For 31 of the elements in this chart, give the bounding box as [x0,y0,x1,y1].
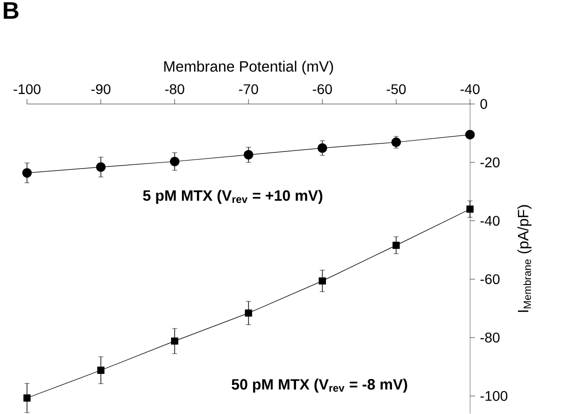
point [466,206,474,213]
x-tick-label: -60 [312,84,332,94]
y-tick-label: -40 [480,216,500,226]
x-tick-label: -40 [460,84,480,94]
chart-title: B [4,2,18,19]
x-tick-label: -90 [91,84,110,94]
point [392,242,400,249]
y-tick-label: -80 [480,332,500,343]
x-tick-label: -80 [165,84,184,94]
x-tick-label: -70 [239,84,258,94]
point [96,162,106,172]
annotation: 50 pM MTX (V$_{rev}$ = -8 mV) [232,378,408,393]
point [170,156,180,166]
x-tick-label: -50 [386,84,406,94]
point [97,366,104,374]
point [318,143,328,153]
annotation: 5 pM MTX (V$_{rev}$ = +10 mV) [143,190,322,204]
point [465,130,475,140]
y-axis-title: I$_{Membrane}$ (pA/pF) [517,205,532,312]
point [244,309,252,317]
x-tick-label: -100 [14,84,40,94]
point [23,394,31,402]
y-tick-label: -100 [480,391,508,401]
point [22,168,32,178]
y-tick-label: 0 [480,99,488,109]
y-tick-label: -60 [480,274,500,284]
point [244,150,254,160]
point [171,337,178,345]
x-axis-title: Membrane Potential (mV) [164,60,333,75]
y-tick-label: -20 [480,157,500,168]
point [318,277,326,285]
